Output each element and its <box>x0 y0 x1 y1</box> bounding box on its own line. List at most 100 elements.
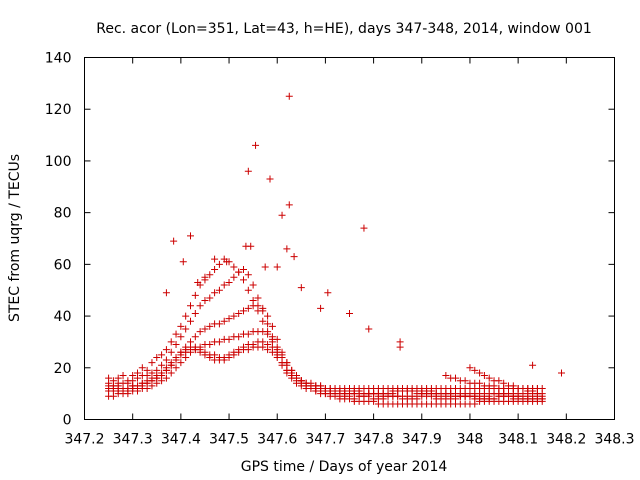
x-tick-label: 347.5 <box>209 432 249 448</box>
data-point <box>225 278 233 286</box>
data-point <box>360 224 368 232</box>
data-point <box>264 346 272 354</box>
data-point <box>533 390 541 398</box>
x-tick-label: 348 <box>457 432 484 448</box>
data-point <box>206 353 214 361</box>
data-point <box>201 351 209 359</box>
data-point <box>324 289 332 297</box>
data-point <box>182 348 190 356</box>
data-point <box>162 346 170 354</box>
data-point <box>471 400 479 408</box>
data-point <box>396 343 404 351</box>
data-point <box>500 379 508 387</box>
data-point <box>162 356 170 364</box>
data-point <box>235 309 243 317</box>
data-point <box>138 382 146 390</box>
data-point <box>273 263 281 271</box>
x-tick-label: 347.6 <box>257 432 297 448</box>
data-point <box>452 374 459 382</box>
data-point <box>538 397 546 405</box>
data-point <box>187 302 194 310</box>
plot-frame <box>84 57 615 420</box>
data-point <box>264 312 272 320</box>
data-point <box>194 278 202 286</box>
data-point <box>312 387 320 395</box>
data-point <box>254 302 262 310</box>
data-point <box>293 377 300 385</box>
data-point <box>215 260 223 268</box>
data-point <box>235 333 243 341</box>
data-point <box>201 325 209 333</box>
data-point <box>235 268 243 276</box>
data-point <box>529 387 537 395</box>
data-point <box>191 291 199 299</box>
data-point <box>182 325 190 333</box>
data-point <box>109 392 117 400</box>
data-point <box>261 263 269 271</box>
x-axis-label: GPS time / Days of year 2014 <box>241 459 448 475</box>
data-point <box>206 294 214 302</box>
data-point <box>247 242 255 250</box>
data-point <box>201 297 209 305</box>
data-point <box>220 281 228 289</box>
data-point <box>297 284 305 292</box>
x-tick-label: 347.2 <box>64 432 104 448</box>
data-point <box>471 366 479 374</box>
data-point <box>158 372 166 380</box>
data-point <box>182 312 190 320</box>
data-point <box>346 395 353 403</box>
chart-title: Rec. acor (Lon=351, Lat=43, h=HE), days … <box>96 21 592 37</box>
data-point <box>249 281 257 289</box>
data-point <box>268 322 276 330</box>
data-point <box>215 286 223 294</box>
data-point <box>172 330 180 338</box>
data-point <box>244 271 252 279</box>
data-point <box>254 294 262 302</box>
data-point <box>167 369 175 377</box>
data-point <box>240 276 247 284</box>
data-point <box>558 369 565 377</box>
data-point <box>211 289 219 297</box>
data-point <box>240 307 247 315</box>
data-point <box>259 304 267 312</box>
data-point <box>177 351 185 359</box>
data-point <box>442 372 450 380</box>
data-point <box>162 374 170 382</box>
data-point <box>172 356 180 364</box>
data-point <box>177 359 185 367</box>
data-point <box>278 211 286 219</box>
data-point <box>529 361 537 369</box>
data-point <box>244 330 252 338</box>
data-point <box>124 387 132 395</box>
data-point <box>134 374 141 382</box>
x-tick-label: 347.7 <box>305 432 345 448</box>
data-point <box>196 328 204 336</box>
axes: 347.2 347.3 347.4 347.5 347.6 347.7 347.8 347.9… <box>45 51 635 448</box>
y-tick-label: 100 <box>45 154 72 170</box>
data-point <box>215 320 223 328</box>
data-point <box>162 289 170 297</box>
data-point <box>244 346 252 354</box>
data-point <box>288 372 296 380</box>
data-point <box>225 335 233 343</box>
x-tick-label: 347.4 <box>161 432 201 448</box>
y-tick-label: 80 <box>54 206 72 222</box>
data-point <box>143 379 151 387</box>
data-point <box>285 201 293 209</box>
data-point <box>167 348 175 356</box>
data-point <box>109 384 117 392</box>
data-point <box>172 364 180 372</box>
data-point <box>201 276 209 284</box>
y-tick-label: 60 <box>54 257 72 273</box>
data-point <box>495 377 503 385</box>
data-point <box>264 320 272 328</box>
data-point <box>331 392 339 400</box>
data-point <box>230 273 238 281</box>
data-point <box>285 92 293 100</box>
data-point <box>370 397 378 405</box>
data-point <box>259 317 267 325</box>
data-point <box>162 366 170 374</box>
data-point <box>220 356 228 364</box>
data-point <box>206 341 214 349</box>
